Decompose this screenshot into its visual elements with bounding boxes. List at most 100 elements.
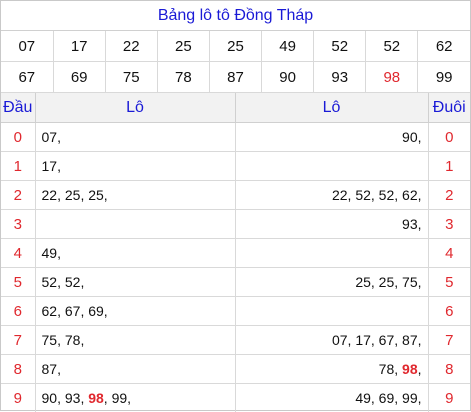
lo-number: 22 [332, 187, 348, 203]
lo-cell-left: 62, 67, 69, [35, 297, 235, 326]
separator: , [104, 187, 108, 203]
dau-digit: 1 [1, 152, 35, 181]
duoi-digit: 5 [428, 268, 470, 297]
lo-number: 78 [379, 361, 395, 377]
separator: , [418, 332, 422, 348]
separator: , [371, 332, 379, 348]
separator: , [57, 129, 61, 145]
loto-header-row: Đầu Lô Lô Đuôi [1, 93, 470, 123]
result-number: 49 [262, 31, 314, 62]
lo-cell-right [235, 239, 428, 268]
lo-number: 62 [42, 303, 58, 319]
header-lo-left: Lô [35, 93, 235, 123]
lo-number: 78 [65, 332, 81, 348]
lo-number: 52 [379, 187, 395, 203]
header-dau: Đầu [1, 93, 35, 123]
result-number: 87 [209, 62, 261, 93]
lo-number: 67 [379, 332, 395, 348]
result-number: 62 [418, 31, 470, 62]
lo-cell-left [35, 210, 235, 239]
separator: , [394, 187, 402, 203]
lo-cell-right: 22, 52, 52, 62, [235, 181, 428, 210]
separator: , [418, 216, 422, 232]
lo-number: 69 [88, 303, 104, 319]
duoi-digit: 8 [428, 355, 470, 384]
lo-cell-left: 75, 78, [35, 326, 235, 355]
separator: , [418, 274, 422, 290]
lo-cell-right: 25, 25, 75, [235, 268, 428, 297]
separator: , [57, 274, 65, 290]
result-number: 90 [262, 62, 314, 93]
lo-number: 17 [355, 332, 371, 348]
dau-digit: 8 [1, 355, 35, 384]
duoi-digit: 7 [428, 326, 470, 355]
lo-cell-right [235, 152, 428, 181]
result-number: 75 [105, 62, 157, 93]
lo-number: 25 [355, 274, 371, 290]
separator: , [418, 390, 422, 406]
results-grid: 07 17 22 25 25 49 52 52 62 67 69 75 78 8… [1, 31, 470, 93]
lo-number: 87 [402, 332, 418, 348]
board-title: Bảng lô tô Đồng Tháp [1, 1, 470, 31]
separator: , [80, 274, 84, 290]
lo-cell-left: 22, 25, 25, [35, 181, 235, 210]
separator: , [127, 390, 131, 406]
separator: , [57, 390, 65, 406]
duoi-digit: 1 [428, 152, 470, 181]
separator: , [57, 158, 61, 174]
lo-cell-left: 17, [35, 152, 235, 181]
result-number: 67 [1, 62, 53, 93]
separator: , [418, 361, 422, 377]
dau-digit: 6 [1, 297, 35, 326]
lo-number: 93 [402, 216, 418, 232]
lo-cell-left: 90, 93, 98, 99, [35, 384, 235, 412]
dau-digit: 5 [1, 268, 35, 297]
duoi-digit: 0 [428, 123, 470, 152]
separator: , [394, 390, 402, 406]
separator: , [418, 187, 422, 203]
lo-number: 07 [42, 129, 58, 145]
lo-cell-right: 07, 17, 67, 87, [235, 326, 428, 355]
duoi-digit: 4 [428, 239, 470, 268]
separator: , [371, 390, 379, 406]
separator: , [371, 274, 379, 290]
lo-number: 67 [65, 303, 81, 319]
lo-number: 99 [112, 390, 128, 406]
lo-number: 49 [355, 390, 371, 406]
duoi-digit: 2 [428, 181, 470, 210]
lo-number: 69 [379, 390, 395, 406]
separator: , [418, 129, 422, 145]
lo-number: 90 [402, 129, 418, 145]
lo-cell-left: 07, [35, 123, 235, 152]
header-lo-right: Lô [235, 93, 428, 123]
result-number: 07 [1, 31, 53, 62]
lo-number: 22 [42, 187, 58, 203]
lo-cell-left: 87, [35, 355, 235, 384]
separator: , [57, 245, 61, 261]
lo-number: 52 [42, 274, 58, 290]
separator: , [80, 332, 84, 348]
result-number: 99 [418, 62, 470, 93]
lo-cell-left: 49, [35, 239, 235, 268]
result-number: 22 [105, 31, 157, 62]
duoi-digit: 9 [428, 384, 470, 412]
result-number: 69 [53, 62, 105, 93]
lo-number: 49 [42, 245, 58, 261]
lo-cell-right: 49, 69, 99, [235, 384, 428, 412]
separator: , [57, 332, 65, 348]
result-number: 93 [314, 62, 366, 93]
lo-number: 90 [42, 390, 58, 406]
results-row-2: 67 69 75 78 87 90 93 98 99 [1, 62, 470, 93]
results-row-1: 07 17 22 25 25 49 52 52 62 [1, 31, 470, 62]
separator: , [371, 187, 379, 203]
